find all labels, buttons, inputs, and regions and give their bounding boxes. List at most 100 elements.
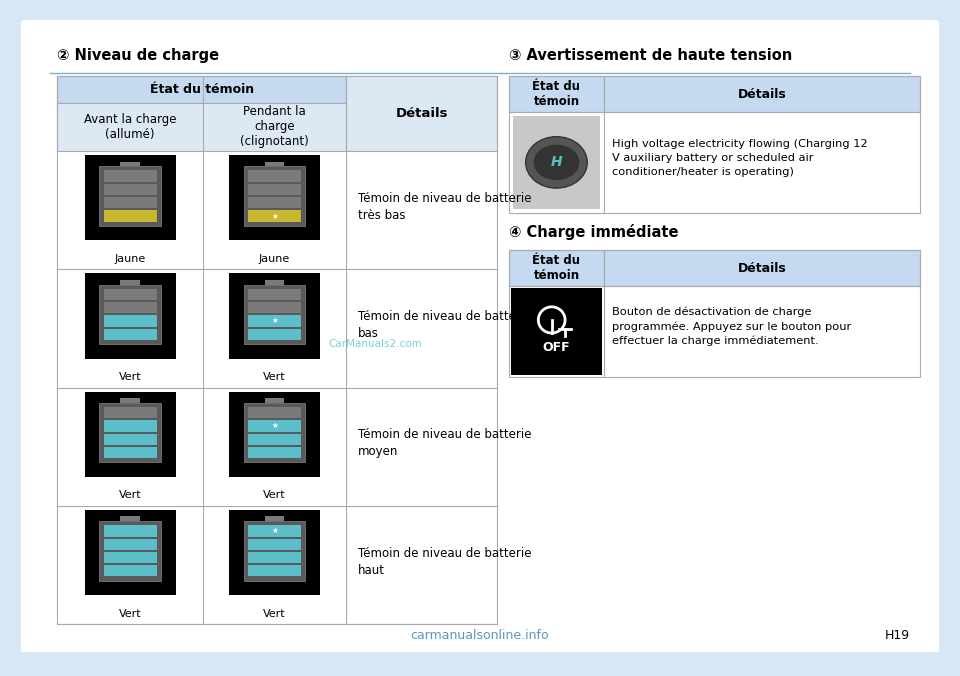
Bar <box>248 289 301 300</box>
Bar <box>104 407 156 418</box>
Text: Témoin de niveau de batterie
moyen: Témoin de niveau de batterie moyen <box>358 429 531 458</box>
Text: État du
témoin: État du témoin <box>533 254 581 282</box>
Bar <box>244 166 305 226</box>
Bar <box>248 539 301 550</box>
Text: OFF: OFF <box>542 341 570 354</box>
Text: Détails: Détails <box>737 262 786 274</box>
Text: High voltage electricity flowing (Charging 12
V auxiliary battery or scheduled a: High voltage electricity flowing (Chargi… <box>612 139 868 176</box>
Bar <box>99 521 161 581</box>
Ellipse shape <box>526 137 588 188</box>
Text: Vert: Vert <box>263 490 286 500</box>
Bar <box>265 280 284 285</box>
Bar <box>120 398 140 403</box>
Text: État du témoin: État du témoin <box>150 83 253 96</box>
Bar <box>58 103 347 151</box>
Bar <box>248 407 301 418</box>
Bar <box>104 210 156 222</box>
Bar <box>248 447 301 458</box>
Bar <box>104 302 156 313</box>
Text: ④ Charge immédiate: ④ Charge immédiate <box>509 224 678 239</box>
Text: ★: ★ <box>271 527 277 535</box>
Bar <box>513 116 600 209</box>
Bar <box>84 273 176 358</box>
Bar <box>248 552 301 563</box>
Bar <box>104 552 156 563</box>
FancyBboxPatch shape <box>19 18 941 654</box>
Bar <box>58 76 497 625</box>
Text: Détails: Détails <box>396 107 448 120</box>
Bar <box>229 510 320 595</box>
Text: Bouton de désactivation de charge
programmée. Appuyez sur le bouton pour
effectu: Bouton de désactivation de charge progra… <box>612 306 852 347</box>
Bar <box>248 329 301 340</box>
Text: Vert: Vert <box>119 372 141 382</box>
Bar <box>347 76 497 151</box>
Bar <box>104 170 156 182</box>
Bar <box>120 516 140 521</box>
Bar <box>511 288 602 375</box>
Text: H: H <box>551 155 563 170</box>
Text: ② Niveau de charge: ② Niveau de charge <box>58 48 220 64</box>
Bar <box>248 315 301 327</box>
Bar <box>58 76 347 103</box>
Bar <box>104 433 156 445</box>
Bar <box>99 166 161 226</box>
Bar <box>604 250 920 286</box>
Text: ★: ★ <box>271 421 277 431</box>
Bar <box>229 273 320 358</box>
Text: ★: ★ <box>271 316 277 325</box>
Bar <box>104 525 156 537</box>
Bar <box>99 285 161 344</box>
Text: Détails: Détails <box>737 88 786 101</box>
Text: Vert: Vert <box>263 608 286 619</box>
Bar <box>509 250 920 377</box>
Text: Pendant la
charge
(clignotant): Pendant la charge (clignotant) <box>240 105 309 148</box>
Bar <box>248 210 301 222</box>
Text: ③ Avertissement de haute tension: ③ Avertissement de haute tension <box>509 48 792 64</box>
Bar <box>104 315 156 327</box>
Bar <box>509 76 604 112</box>
Bar <box>104 184 156 195</box>
Bar <box>248 184 301 195</box>
Text: Vert: Vert <box>263 372 286 382</box>
Bar <box>104 289 156 300</box>
Bar <box>104 539 156 550</box>
Text: Témoin de niveau de batterie
très bas: Témoin de niveau de batterie très bas <box>358 192 531 222</box>
Text: Avant la charge
(allumé): Avant la charge (allumé) <box>84 113 177 141</box>
Text: État du
témoin: État du témoin <box>533 80 581 108</box>
Text: H19: H19 <box>885 629 910 642</box>
Bar <box>120 280 140 285</box>
Bar <box>248 197 301 208</box>
Bar <box>84 391 176 477</box>
Bar <box>248 420 301 431</box>
Bar <box>265 162 284 166</box>
Bar <box>104 565 156 577</box>
Bar <box>248 170 301 182</box>
Bar <box>509 76 920 213</box>
Text: carmanualsonline.info: carmanualsonline.info <box>411 629 549 642</box>
Bar <box>244 403 305 462</box>
Bar <box>84 155 176 240</box>
Ellipse shape <box>534 145 579 180</box>
Bar <box>229 391 320 477</box>
Text: ★: ★ <box>271 212 277 220</box>
Bar <box>604 76 920 112</box>
Text: Jaune: Jaune <box>259 254 290 264</box>
Bar <box>244 285 305 344</box>
Text: Témoin de niveau de batterie
haut: Témoin de niveau de batterie haut <box>358 547 531 577</box>
Bar <box>120 162 140 166</box>
Bar <box>104 197 156 208</box>
Bar <box>248 565 301 577</box>
Bar <box>248 433 301 445</box>
Bar <box>84 510 176 595</box>
Bar <box>99 403 161 462</box>
Bar <box>244 521 305 581</box>
Text: Jaune: Jaune <box>114 254 146 264</box>
Bar <box>104 420 156 431</box>
Text: Vert: Vert <box>119 490 141 500</box>
Bar <box>248 525 301 537</box>
Bar <box>229 155 320 240</box>
Bar <box>248 302 301 313</box>
Text: Vert: Vert <box>119 608 141 619</box>
Bar <box>509 250 604 286</box>
Bar <box>104 447 156 458</box>
